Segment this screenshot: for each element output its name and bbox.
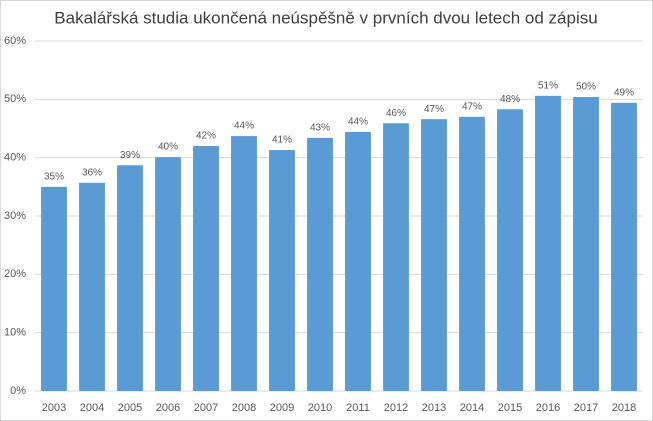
bar: [193, 146, 219, 391]
value-label: 43%: [310, 122, 330, 133]
bar: [345, 132, 371, 391]
value-label: 50%: [576, 82, 596, 93]
bar: [155, 157, 181, 391]
value-label: 35%: [44, 171, 64, 182]
x-tick-label: 2004: [80, 402, 104, 414]
x-tick-label: 2005: [118, 402, 142, 414]
x-tick-label: 2017: [574, 402, 598, 414]
bar: [231, 136, 257, 391]
x-tick-label: 2009: [270, 402, 294, 414]
bar: [573, 97, 599, 391]
x-tick-label: 2003: [42, 402, 66, 414]
value-label: 44%: [234, 121, 254, 132]
y-tick-label: 10%: [4, 327, 26, 339]
x-tick-label: 2008: [232, 402, 256, 414]
x-tick-label: 2006: [156, 402, 180, 414]
x-tick-label: 2018: [612, 402, 636, 414]
value-label: 49%: [614, 87, 634, 98]
value-label: 51%: [538, 80, 558, 91]
y-tick-label: 40%: [4, 152, 26, 164]
bar: [41, 186, 67, 391]
bar: [535, 95, 561, 391]
x-tick-label: 2015: [498, 402, 522, 414]
value-label: 42%: [196, 131, 216, 142]
y-tick-label: 0%: [10, 385, 26, 397]
y-tick-label: 60%: [4, 35, 26, 47]
chart-title: Bakalářská studia ukončená neúspěšně v p…: [54, 8, 597, 27]
y-tick-label: 30%: [4, 210, 26, 222]
y-tick-label: 50%: [4, 93, 26, 105]
bar: [117, 165, 143, 391]
x-tick-label: 2010: [308, 402, 332, 414]
x-tick-label: 2014: [460, 402, 484, 414]
x-tick-label: 2013: [422, 402, 446, 414]
value-label: 47%: [424, 104, 444, 115]
value-label: 39%: [120, 150, 140, 161]
bar: [269, 150, 295, 391]
value-label: 41%: [272, 135, 292, 146]
bar: [611, 102, 637, 391]
bar: [79, 182, 105, 391]
x-tick-label: 2016: [536, 402, 560, 414]
value-label: 47%: [462, 101, 482, 112]
y-tick-label: 20%: [4, 268, 26, 280]
bar: [383, 123, 409, 391]
value-label: 40%: [158, 142, 178, 153]
value-label: 48%: [500, 94, 520, 105]
x-tick-label: 2011: [346, 402, 370, 414]
value-label: 46%: [386, 108, 406, 119]
bar: [307, 137, 333, 391]
x-tick-label: 2007: [194, 402, 218, 414]
value-label: 44%: [348, 117, 368, 128]
bar: [459, 116, 485, 391]
bar: [497, 109, 523, 391]
x-tick-label: 2012: [384, 402, 408, 414]
value-label: 36%: [82, 167, 102, 178]
bar: [421, 119, 447, 392]
